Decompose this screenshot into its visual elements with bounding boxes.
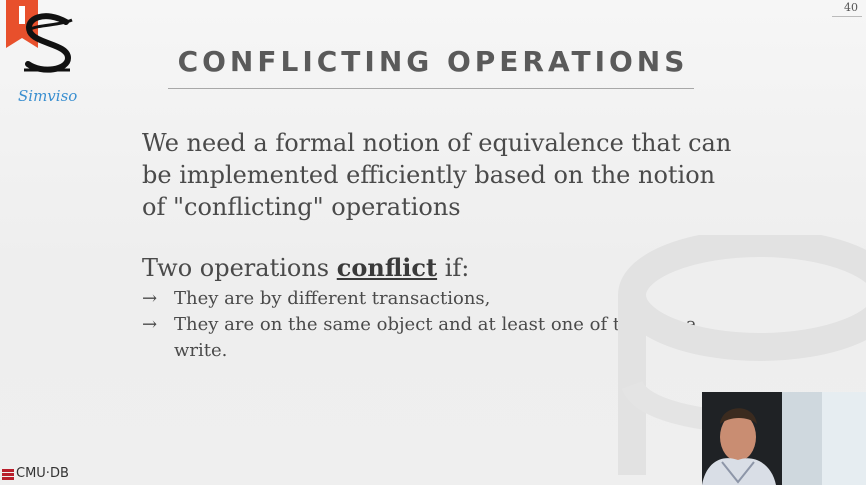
presenter-webcam-feed <box>702 392 866 485</box>
footer-logo-text: CMU·DB <box>16 466 69 481</box>
slide-number: 40 <box>844 1 858 14</box>
cmu-db-mark-icon <box>2 468 14 480</box>
subhead-prefix: Two operations <box>142 254 337 282</box>
list-item: → They are on the same object and at lea… <box>142 312 742 364</box>
slide-number-divider <box>832 16 862 17</box>
subhead-suffix: if: <box>437 254 470 282</box>
conflict-definition-heading: Two operations conflict if: <box>142 253 469 282</box>
bullet-text: They are by different transactions, <box>174 288 491 309</box>
arrow-icon: → <box>142 314 158 335</box>
simviso-logo: Simviso <box>6 0 77 105</box>
slide-title: CONFLICTING OPERATIONS <box>177 45 689 78</box>
arrow-icon: → <box>142 288 158 309</box>
intro-paragraph: We need a formal notion of equivalence t… <box>142 129 732 221</box>
title-underline <box>168 88 694 89</box>
conflict-conditions-list: → They are by different transactions, → … <box>142 286 742 364</box>
subhead-keyword: conflict <box>336 253 438 282</box>
bullet-text: They are on the same object and at least… <box>174 314 697 361</box>
logo-wordmark: Simviso <box>18 87 77 105</box>
presenter-video-frame <box>702 392 866 485</box>
cmu-db-logo: CMU·DB <box>2 466 69 481</box>
list-item: → They are by different transactions, <box>142 286 742 312</box>
